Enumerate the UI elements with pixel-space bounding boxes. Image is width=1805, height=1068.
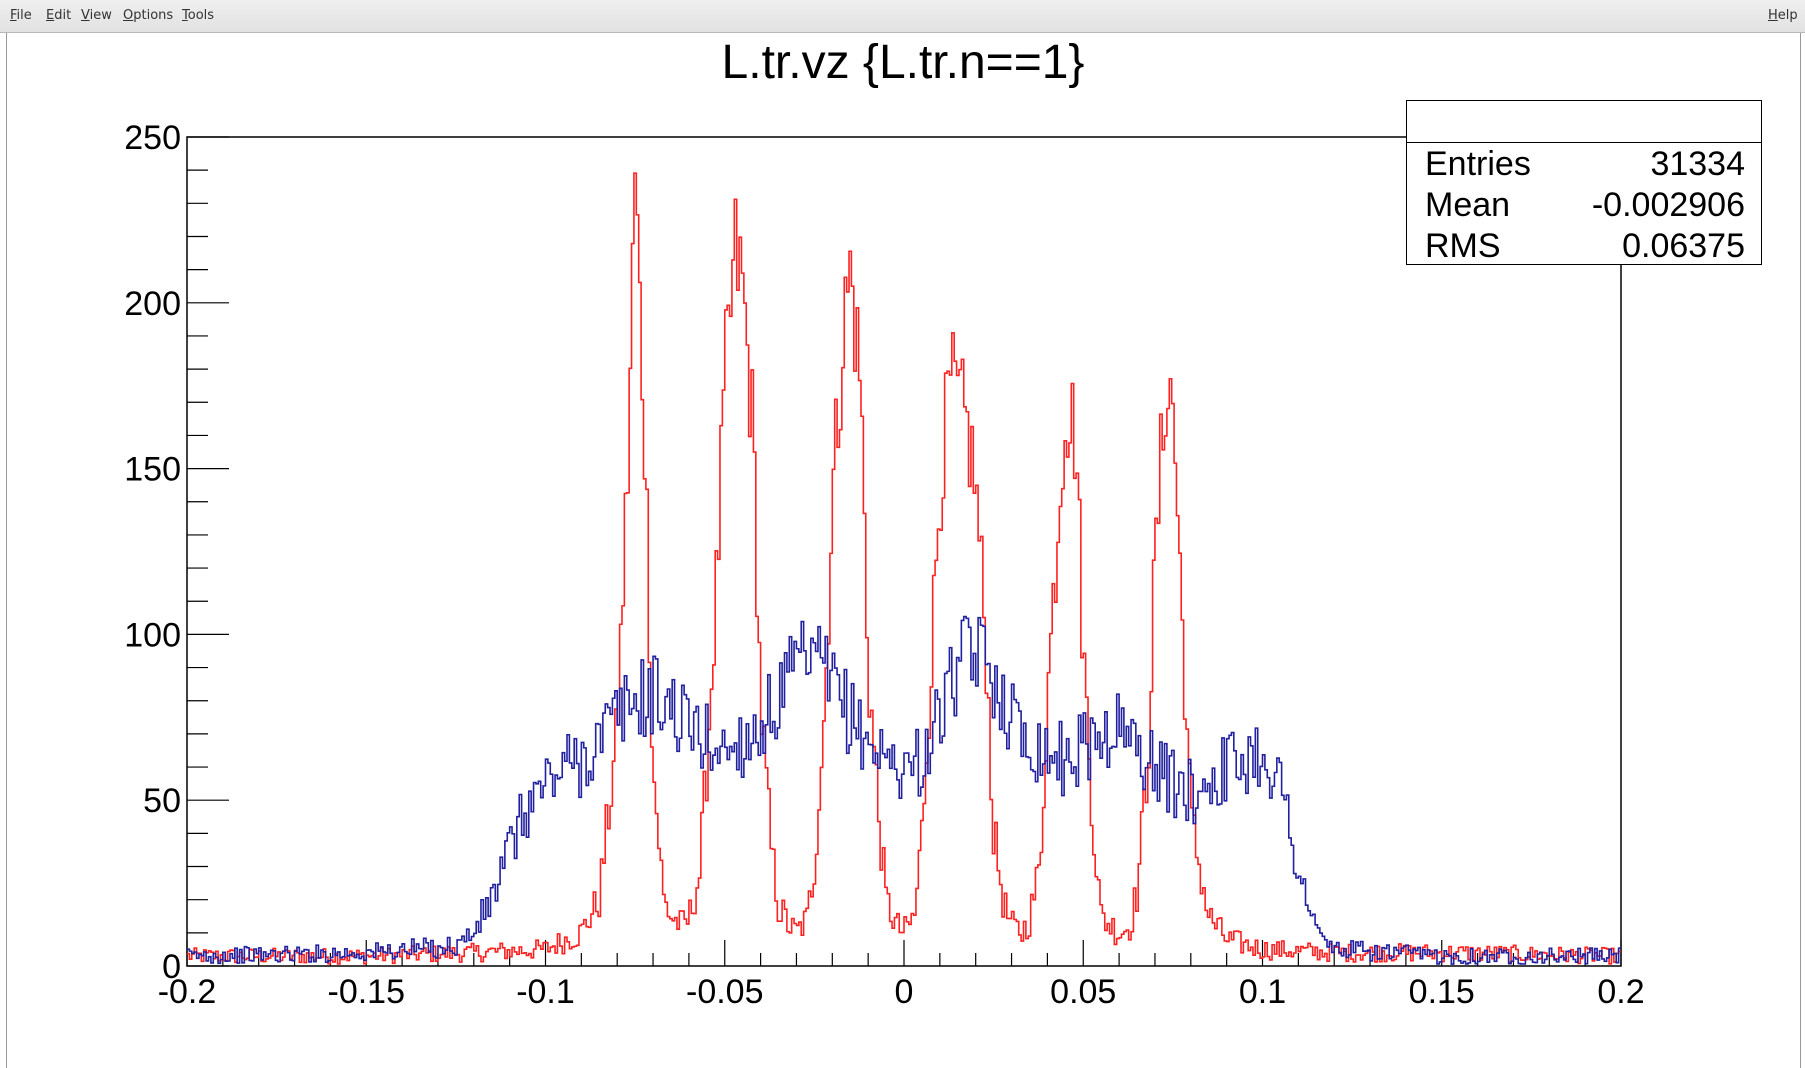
histogram-series-2 <box>187 615 1621 965</box>
y-tick-label: 100 <box>124 616 181 654</box>
stats-key: Mean <box>1425 186 1511 224</box>
chart-title: L.tr.vz {L.tr.n==1} <box>722 36 1085 89</box>
menu-tools[interactable]: Tools <box>182 8 215 23</box>
menu-view[interactable]: View <box>81 8 112 23</box>
stats-value: -0.002906 <box>1591 186 1745 224</box>
stats-row-mean: Mean -0.002906 <box>1407 184 1761 225</box>
stats-key: RMS <box>1425 227 1501 265</box>
menu-options[interactable]: Options <box>123 8 174 23</box>
histogram-series-1 <box>187 172 1621 965</box>
y-tick-label: 200 <box>124 285 181 323</box>
x-tick-label: 0.2 <box>1597 973 1644 1011</box>
stats-value: 0.06375 <box>1622 227 1745 265</box>
stats-key: Entries <box>1425 145 1531 183</box>
x-tick-label: -0.2 <box>158 973 217 1011</box>
stats-title <box>1407 101 1761 143</box>
y-tick-label: 50 <box>143 782 181 820</box>
menu-bar: File Edit View Options Tools Help <box>0 0 1805 33</box>
series-group <box>187 172 1621 965</box>
x-tick-label: 0.1 <box>1239 973 1286 1011</box>
x-tick-label: -0.1 <box>516 973 575 1011</box>
stats-row-entries: Entries 31334 <box>1407 143 1761 184</box>
y-axis: 0 50 100 150 200 250 <box>124 119 229 986</box>
stats-box: Entries 31334 Mean -0.002906 RMS 0.06375 <box>1406 100 1762 265</box>
menu-help[interactable]: Help <box>1768 8 1798 23</box>
x-tick-label: -0.15 <box>328 973 406 1011</box>
x-axis: -0.2 -0.15 -0.1 -0.05 0 0.05 0.1 0.15 0.2 <box>158 940 1645 1011</box>
stats-row-rms: RMS 0.06375 <box>1407 225 1761 266</box>
menu-file[interactable]: File <box>10 8 32 23</box>
stats-value: 31334 <box>1650 145 1745 183</box>
x-tick-label: 0 <box>895 973 914 1011</box>
x-tick-label: 0.15 <box>1409 973 1475 1011</box>
y-tick-label: 0 <box>162 948 181 986</box>
y-tick-label: 150 <box>124 451 181 489</box>
x-tick-label: 0.05 <box>1050 973 1116 1011</box>
y-tick-label: 250 <box>124 119 181 157</box>
x-tick-label: -0.05 <box>686 973 764 1011</box>
menu-edit[interactable]: Edit <box>46 8 72 23</box>
